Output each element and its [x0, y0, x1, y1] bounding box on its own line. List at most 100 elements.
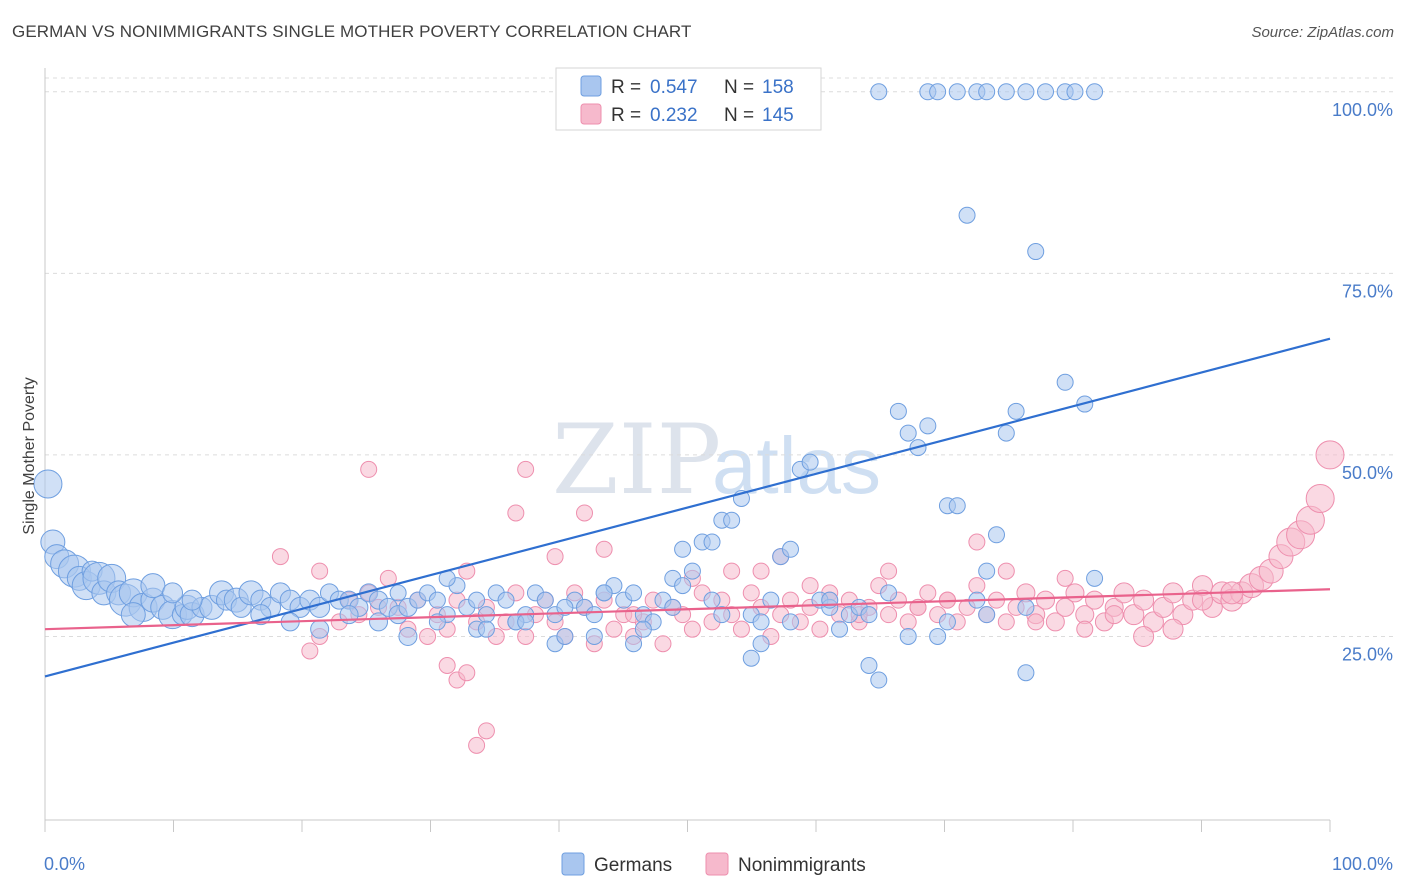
germans-point — [997, 424, 1015, 442]
germans-point — [674, 540, 692, 558]
nonimmigrants-point — [468, 736, 486, 754]
germans-point — [752, 613, 770, 631]
axes — [44, 68, 1331, 832]
nonimmigrants-point — [546, 548, 564, 566]
nonimmigrants-point — [1065, 583, 1085, 603]
germans-point — [870, 671, 888, 689]
germans-point — [948, 83, 966, 101]
germans-point — [468, 591, 486, 609]
germans-point — [860, 606, 878, 624]
germans-point — [742, 649, 760, 667]
x-tick-label: 0.0% — [44, 854, 85, 874]
legend-r-value: 0.232 — [650, 105, 698, 126]
germans-point — [978, 83, 996, 101]
germans-point — [870, 83, 888, 101]
germans-point — [762, 591, 780, 609]
nonimmigrants-point — [909, 598, 927, 616]
legend-n-value: 145 — [762, 105, 794, 126]
nonimmigrants-point — [752, 562, 770, 580]
germans-point — [723, 511, 741, 529]
y-axis-title: Single Mother Poverty — [21, 377, 38, 534]
germans-point — [958, 206, 976, 224]
germans-point — [120, 602, 146, 628]
germans-point — [1007, 402, 1025, 420]
nonimmigrants-point — [1085, 590, 1105, 610]
germans-point — [477, 620, 495, 638]
bottom-legend-germans: Germans — [594, 855, 672, 876]
nonimmigrants-trend-line — [44, 588, 1331, 631]
nonimmigrants-point — [1056, 569, 1074, 587]
bottom-legend-swatch-nonimmigrants — [705, 852, 729, 876]
nonimmigrants-point — [360, 460, 378, 478]
germans-point — [997, 83, 1015, 101]
germans-point — [1017, 664, 1035, 682]
nonimmigrants-point — [781, 591, 799, 609]
nonimmigrants-point — [1104, 605, 1124, 625]
germans-point — [987, 526, 1005, 544]
germans-point — [1037, 83, 1055, 101]
germans-point — [781, 613, 799, 631]
nonimmigrants-point — [517, 460, 535, 478]
germans-point — [625, 584, 643, 602]
germans-point — [929, 83, 947, 101]
germans-point — [428, 591, 446, 609]
nonimmigrants-point — [899, 613, 917, 631]
legend-swatch-nonimmigrants — [580, 103, 602, 125]
grid-lines — [45, 77, 1395, 637]
germans-point — [781, 540, 799, 558]
bottom-legend-swatch-germans — [561, 852, 585, 876]
germans-point — [801, 453, 819, 471]
germans-point — [33, 469, 63, 499]
germans-point — [752, 635, 770, 653]
nonimmigrants-point — [723, 562, 741, 580]
germans-points — [33, 83, 1104, 689]
germans-point — [978, 562, 996, 580]
germans-point — [1086, 569, 1104, 587]
nonimmigrants-point — [801, 577, 819, 595]
germans-point — [1017, 83, 1035, 101]
legend-swatch-germans — [580, 75, 602, 97]
nonimmigrants-point — [732, 620, 750, 638]
nonimmigrants-point — [1113, 582, 1135, 604]
germans-point — [1086, 83, 1104, 101]
germans-point — [634, 620, 652, 638]
germans-point — [536, 591, 554, 609]
nonimmigrants-point — [880, 606, 898, 624]
germans-trend-line — [44, 337, 1331, 678]
germans-point — [831, 620, 849, 638]
germans-point — [162, 582, 184, 604]
legend-n-label: N = — [724, 77, 754, 98]
nonimmigrants-point — [311, 562, 329, 580]
legend-r-value: 0.547 — [650, 77, 698, 98]
germans-point — [1017, 598, 1035, 616]
germans-point — [674, 577, 692, 595]
germans-point — [1027, 243, 1045, 261]
nonimmigrants-point — [1133, 589, 1155, 611]
legend-n-value: 158 — [762, 77, 794, 98]
nonimmigrants-point — [1315, 440, 1345, 470]
bottom-legend: Germans Nonimmigrants — [561, 852, 866, 876]
legend-r-label: R = — [611, 77, 641, 98]
germans-point — [948, 497, 966, 515]
nonimmigrants-point — [1162, 618, 1184, 640]
germans-point — [497, 591, 515, 609]
nonimmigrants-point — [438, 656, 456, 674]
germans-point — [664, 598, 682, 616]
y-tick-labels: 25.0% 50.0% 75.0% 100.0% — [1332, 100, 1393, 665]
legend: R = 0.547 N = 158 R = 0.232 N = 145 — [555, 67, 822, 131]
germans-point — [889, 402, 907, 420]
nonimmigrants-point — [742, 584, 760, 602]
germans-point — [919, 417, 937, 435]
nonimmigrants-point — [997, 613, 1015, 631]
nonimmigrants-point — [811, 620, 829, 638]
germans-point — [1056, 373, 1074, 391]
legend-r-label: R = — [611, 105, 641, 126]
germans-point — [683, 562, 701, 580]
germans-point — [929, 627, 947, 645]
nonimmigrants-point — [683, 620, 701, 638]
nonimmigrants-point — [517, 627, 535, 645]
germans-point — [938, 613, 956, 631]
nonimmigrants-point — [1123, 604, 1145, 626]
trend-lines — [44, 337, 1331, 678]
nonimmigrants-point — [1172, 604, 1194, 626]
